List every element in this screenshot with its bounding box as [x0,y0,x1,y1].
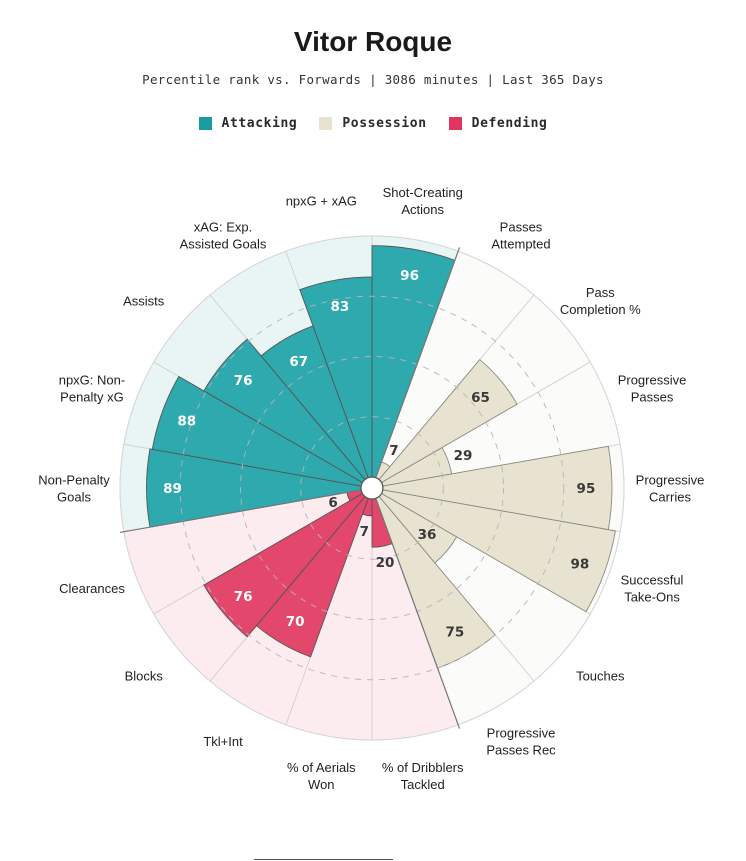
group-separators [119,247,461,729]
value-label-assists: 76 [234,373,253,389]
category-label-pass-completion: Pass Completion % [560,285,641,317]
category-label-passes-attempted: Passes Attempted [491,220,550,252]
category-label-non-penalty-goals: Non-Penalty Goals [38,473,110,505]
category-label-npxg-xag: npxG + xAG [286,193,357,208]
category-labels: Shot-Creating Actions Passes Attempted Pass C… [38,185,704,792]
legend-label-possession: Possession [342,116,427,131]
legend-swatch-attacking [198,117,212,130]
value-label-shot-creating-actions: 96 [400,268,419,284]
value-wedges [146,245,616,669]
legend-swatch-possession [319,117,333,130]
value-labels: 96 7 65 29 95 98 36 75 20 7 70 76 6 89 88 76 67 83 [163,268,595,641]
value-label-xag-exp-assisted-goals: 67 [289,354,308,370]
value-label-clearances: 6 [328,495,337,511]
category-label-progressive-passes: Progressive Passes [618,373,687,405]
category-label-of-dribblers-tackled: % of Dribblers Tackled [382,760,464,792]
separator-possession [375,247,461,478]
value-label-progressive-carries: 95 [577,481,596,497]
category-label-progressive-carries: Progressive Carries [636,473,705,505]
category-label-shot-creating-actions: Shot-Creating Actions [383,185,463,217]
value-label-non-penalty-goals: 89 [163,481,182,497]
chart-subtitle: Percentile rank vs. Forwards | 3086 minu… [142,72,604,87]
footer-divider [254,859,393,860]
value-label-successful-take-ons: 98 [570,557,589,573]
category-label-successful-take-ons: Successful Take-Ons [621,572,684,604]
separator-defending [375,498,461,729]
category-label-touches: Touches [576,669,625,684]
legend: Attacking Possession Defending [0,116,746,131]
legend-label-defending: Defending [471,116,548,131]
gridline-25 [300,416,444,560]
value-label-of-dribblers-tackled: 20 [376,555,395,571]
value-label-blocks: 76 [234,589,253,605]
category-label-progressive-passes-rec: Progressive Passes Rec [486,725,556,757]
chart-title: Vitor Roque [293,26,453,57]
legend-label-attacking: Attacking [221,116,298,131]
value-label-touches: 36 [418,527,437,543]
gridlines [179,295,565,681]
value-label-tkl-int: 70 [286,614,305,630]
category-label-of-aerials-won: % of Aerials Won [287,760,356,792]
value-label-progressive-passes: 29 [454,448,473,464]
legend-item-possession: Possession [319,116,426,131]
value-label-passes-attempted: 7 [389,443,398,459]
value-label-of-aerials-won: 7 [360,524,369,540]
category-label-assists: Assists [123,293,165,308]
value-label-pass-completion: 65 [471,390,490,406]
center-circle [360,476,384,500]
category-label-blocks: Blocks [125,669,164,684]
legend-item-defending: Defending [448,116,548,131]
separator-attacking [119,489,362,534]
gridline-50 [240,356,504,620]
category-label-tkl-int: Tkl+Int [203,734,243,749]
category-label-clearances: Clearances [59,581,125,596]
category-label-npxg-non-penalty-xg: npxG: Non-Penalty xG [59,373,125,405]
value-label-npxg-xag: 83 [330,299,349,315]
legend-swatch-defending [448,117,462,130]
outer-ring [119,235,625,741]
value-label-npxg-non-penalty-xg: 88 [177,414,196,430]
gridline-75 [179,295,565,681]
category-label-xag-exp-assisted-goals: xAG: Exp. Assisted Goals [180,220,267,252]
legend-item-attacking: Attacking [198,116,298,131]
value-label-progressive-passes-rec: 75 [445,625,464,641]
